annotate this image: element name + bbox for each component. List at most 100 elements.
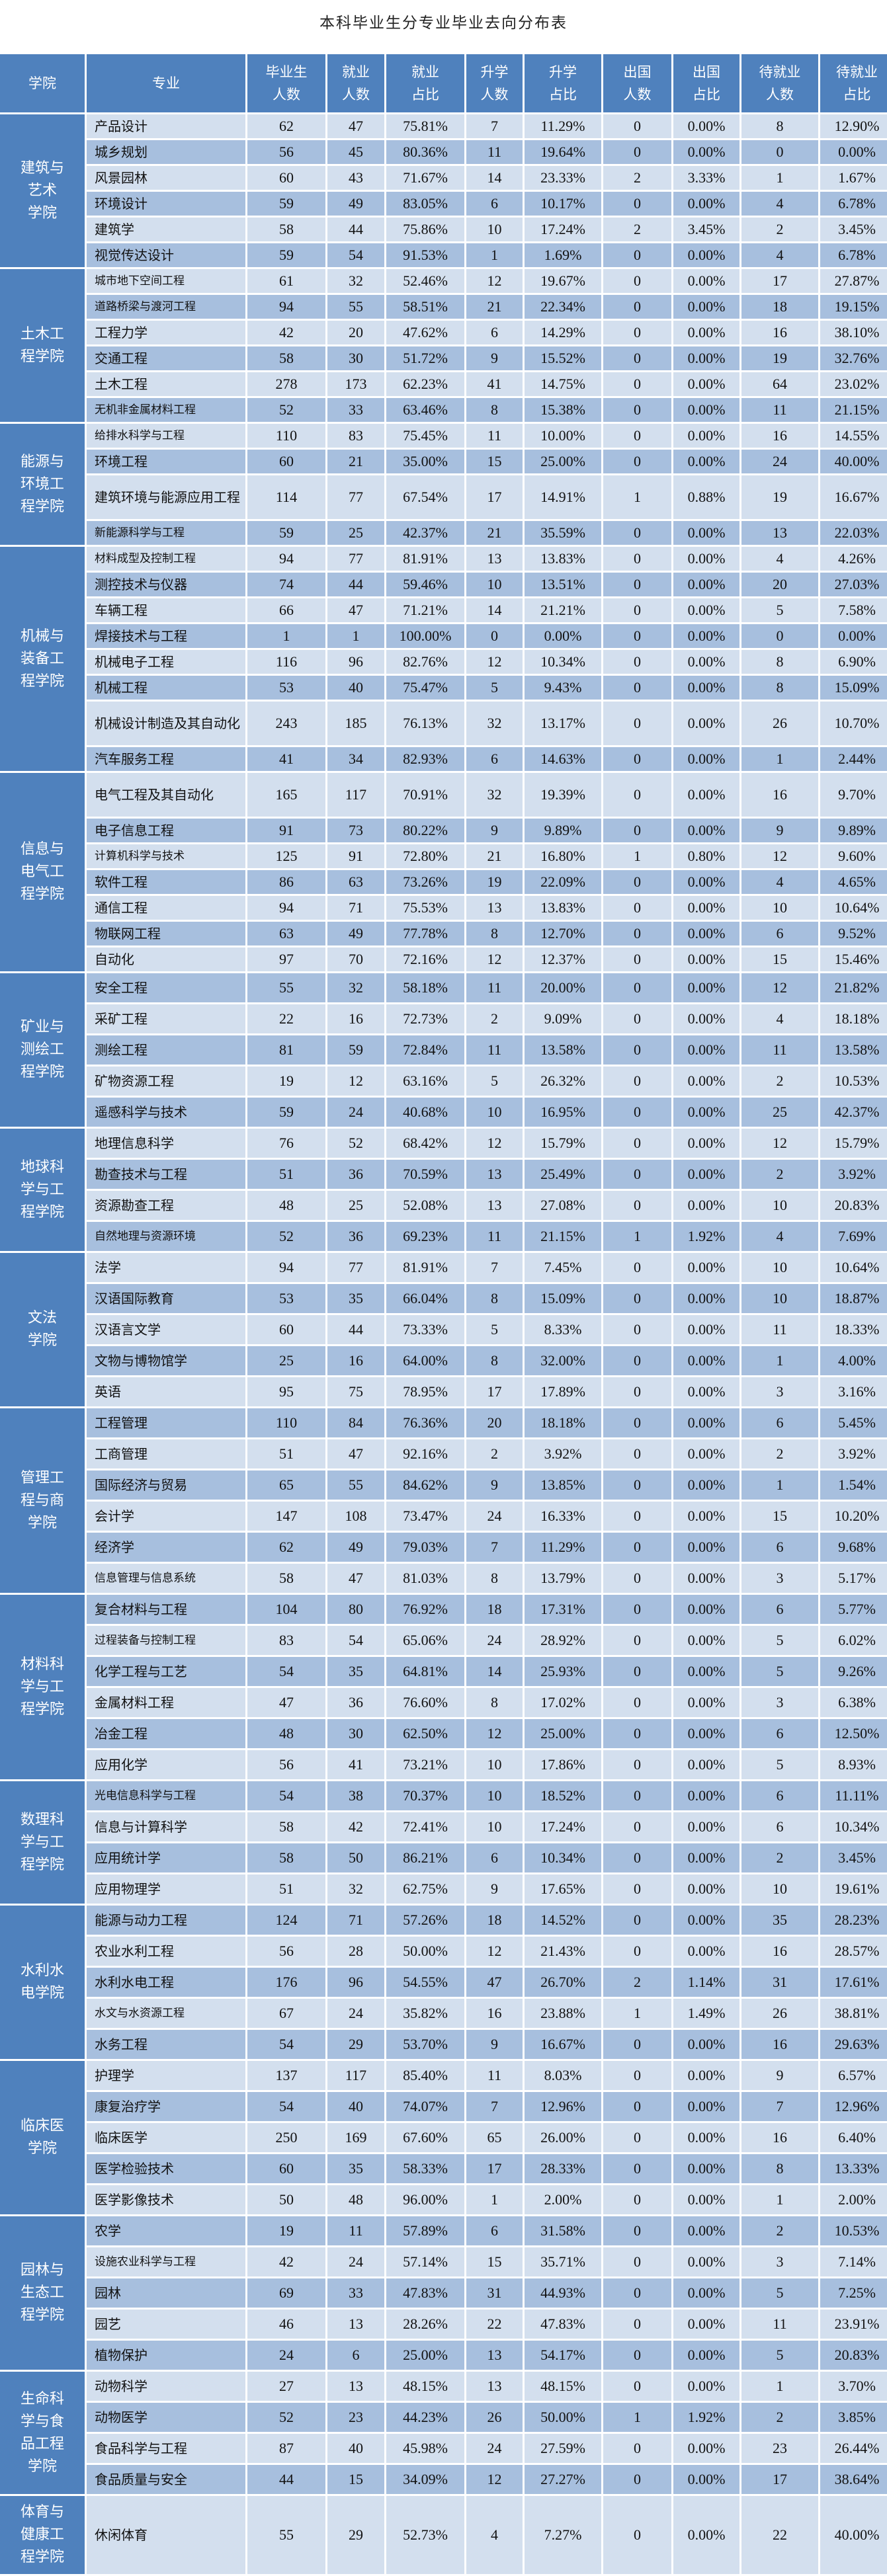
further-study-rate: 9.09% [525,1004,601,1033]
pending-rate: 10.20% [820,1502,887,1531]
table-row: 数理科 学与工 程学院 光电信息科学与工程 54 38 70.37% 10 18.52% 0 0.0… [0,1781,887,1904]
employed-count: 49 [327,192,384,216]
abroad-rate: 0.00% [673,2092,739,2121]
pending-rate: 42.37% [820,1098,887,1127]
pending-rate: 10.53% [820,1067,887,1096]
employed-rate: 57.89% [386,2216,464,2245]
major-name: 视觉传达设计 [87,243,245,267]
employed-rate: 70.91% [386,773,464,817]
table-row: 机械设计制造及其自动化 243 185 76.13% 32 13.17% 0 0.00% 26 1… [0,702,887,745]
abroad-count: 0 [603,650,671,674]
abroad-count: 0 [603,747,671,771]
pending-count: 4 [741,870,818,894]
further-study-count: 9 [466,1874,523,1904]
employed-count: 80 [327,1595,384,1624]
abroad-count: 0 [603,1191,671,1220]
employed-count: 84 [327,1408,384,1437]
graduates-count: 94 [247,896,325,920]
pending-count: 2 [741,1439,818,1469]
employed-count: 36 [327,1160,384,1189]
employed-count: 36 [327,1222,384,1251]
graduates-count: 278 [247,372,325,396]
abroad-count: 0 [603,676,671,700]
pending-rate: 23.91% [820,2310,887,2339]
further-study-count: 9 [466,819,523,842]
abroad-rate: 0.00% [673,922,739,946]
abroad-count: 0 [603,1067,671,1096]
graduates-count: 19 [247,2216,325,2245]
pending-rate: 28.23% [820,1906,887,1935]
college-name-line: 艺术 [27,182,57,199]
further-study-count: 10 [466,1750,523,1779]
further-study-rate: 13.83% [525,896,601,920]
further-study-rate: 13.85% [525,1470,601,1500]
pending-count: 15 [741,947,818,971]
employed-rate: 35.82% [386,1999,464,2028]
further-study-rate: 27.59% [525,2434,601,2463]
table-row: 自动化 97 70 72.16% 12 12.37% 0 0.00% 15 15.46% [0,947,887,971]
major-name: 物联网工程 [87,922,245,946]
graduates-count: 54 [247,2030,325,2059]
abroad-rate: 0.00% [673,624,739,648]
major-name: 软件工程 [87,870,245,894]
header-col-abroad-rate: 出国 占比 [673,54,739,112]
graduates-count: 60 [247,1315,325,1344]
table-row: 应用统计学 58 50 86.21% 6 10.34% 0 0.00% 2 3.45% [0,1843,887,1872]
table-row: 过程装备与控制工程 83 54 65.06% 24 28.92% 0 0.00% 5 6.02% [0,1626,887,1655]
pending-count: 1 [741,1346,818,1375]
further-study-count: 10 [466,1812,523,1841]
graduates-count: 27 [247,2372,325,2401]
pending-rate: 0.00% [820,140,887,164]
employed-count: 47 [327,1439,384,1469]
pending-count: 19 [741,475,818,519]
pending-count: 11 [741,1315,818,1344]
further-study-count: 13 [466,1160,523,1189]
employed-count: 96 [327,1968,384,1997]
college-name-line: 装备工 [20,650,64,667]
graduates-count: 176 [247,1968,325,1997]
abroad-count: 0 [603,114,671,138]
further-study-rate: 12.96% [525,2092,601,2121]
employed-rate: 67.60% [386,2123,464,2152]
employed-count: 35 [327,2154,384,2183]
further-study-count: 8 [466,1564,523,1593]
further-study-count: 5 [466,1067,523,1096]
further-study-count: 12 [466,947,523,971]
college-name-line: 学院 [27,204,57,221]
college-name-line: 生命科 [20,2390,64,2407]
pending-count: 5 [741,598,818,622]
further-study-count: 17 [466,1377,523,1406]
major-name: 采矿工程 [87,1004,245,1033]
college-name-line: 程学院 [20,1701,64,1718]
abroad-rate: 0.00% [673,1315,739,1344]
pending-count: 1 [741,166,818,190]
pending-rate: 29.63% [820,2030,887,2059]
further-study-rate: 13.83% [525,547,601,571]
college-name-line: 学与工 [20,1678,64,1695]
abroad-rate: 0.00% [673,192,739,216]
employed-rate: 75.53% [386,896,464,920]
table-row: 电子信息工程 91 73 80.22% 9 9.89% 0 0.00% 9 9.89% [0,819,887,842]
college-name-line: 学院 [27,2140,57,2157]
pending-rate: 6.78% [820,192,887,216]
college-name: 文法 学院 [0,1253,85,1406]
table-row: 物联网工程 63 49 77.78% 8 12.70% 0 0.00% 6 9.52% [0,922,887,946]
abroad-rate: 0.00% [673,2310,739,2339]
employed-count: 169 [327,2123,384,2152]
graduates-count: 86 [247,870,325,894]
further-study-count: 24 [466,1502,523,1531]
table-row: 临床医学 250 169 67.60% 65 26.00% 0 0.00% 16 6.40% [0,2123,887,2152]
pending-count: 2 [741,218,818,241]
abroad-rate: 0.00% [673,1191,739,1220]
pending-count: 20 [741,573,818,596]
abroad-count: 0 [603,573,671,596]
abroad-rate: 0.00% [673,1626,739,1655]
major-name: 康复治疗学 [87,2092,245,2121]
major-name: 通信工程 [87,896,245,920]
employed-count: 47 [327,114,384,138]
pending-count: 5 [741,1750,818,1779]
further-study-rate: 17.31% [525,1595,601,1624]
college-name-line: 程学院 [20,672,64,690]
major-name: 临床医学 [87,2123,245,2152]
major-name: 车辆工程 [87,598,245,622]
